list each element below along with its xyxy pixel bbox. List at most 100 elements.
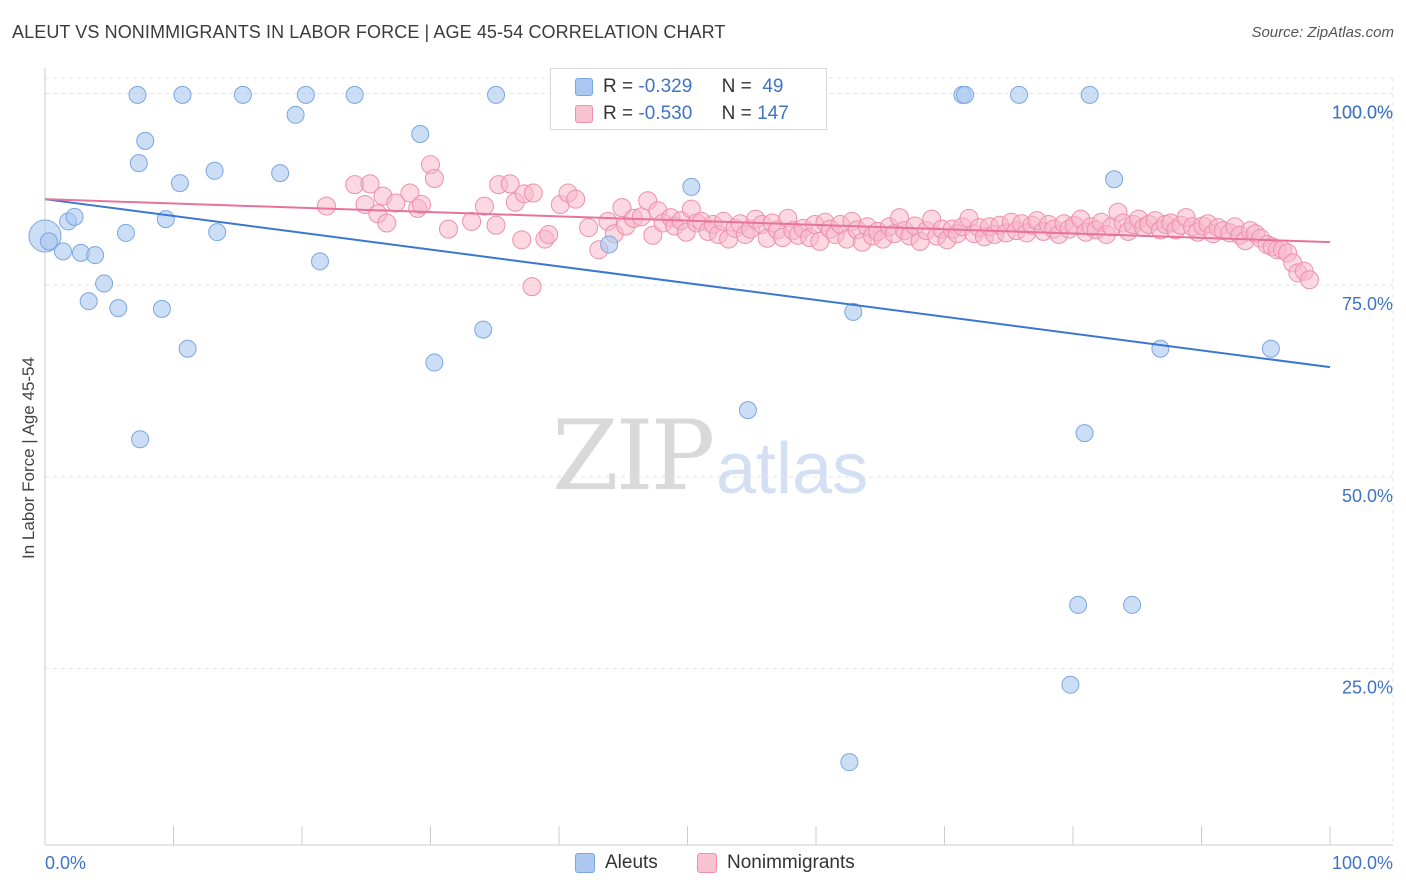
nonimmigrants-point (486, 215, 506, 235)
nonimmigrants-point (539, 224, 559, 244)
aleuts-point (1069, 595, 1088, 614)
aleuts-point (205, 161, 224, 180)
aleuts-point (682, 177, 701, 196)
nonimmigrants-trend-line (44, 198, 1331, 244)
aleuts-point (152, 299, 171, 318)
x-tick-label: 100.0% (1332, 853, 1393, 873)
chart-title: ALEUT VS NONIMMIGRANTS IN LABOR FORCE | … (12, 22, 726, 42)
y-tick-label: 75.0% (1342, 294, 1393, 314)
aleuts-point (79, 292, 98, 311)
aleuts-point (1261, 339, 1280, 358)
legend-n-value: 49 (762, 76, 784, 97)
aleuts-trend-line (44, 198, 1331, 369)
legend-label-nonimmigrants: Nonimmigrants (727, 852, 855, 873)
nonimmigrants-point (500, 174, 520, 194)
aleuts-legend-swatch (575, 853, 595, 873)
gridlines (45, 77, 1394, 845)
nonimmigrants-point (438, 219, 458, 239)
aleuts-point (474, 320, 493, 339)
aleuts-point (39, 232, 58, 251)
aleuts-point (95, 274, 114, 293)
watermark-zip: ZIP (552, 400, 715, 512)
aleuts-point (1123, 595, 1142, 614)
nonimmigrants-point (579, 218, 599, 238)
aleuts-point (1075, 424, 1094, 443)
aleuts-point (131, 430, 150, 449)
y-axis-title: In Labor Force | Age 45-54 (19, 357, 38, 559)
legend-r-label: R = (603, 103, 634, 124)
legend-item-nonimmigrants[interactable]: Nonimmigrants (697, 852, 855, 874)
nonimmigrants-swatch (575, 105, 593, 123)
aleuts-point (86, 246, 105, 265)
aleuts-point (170, 174, 189, 193)
nonimmigrants-point (400, 183, 420, 203)
aleuts-point (345, 85, 364, 104)
aleuts-point (156, 210, 175, 229)
series-legend: Aleuts Nonimmigrants (0, 852, 1406, 878)
legend-item-aleuts[interactable]: Aleuts (575, 852, 658, 874)
aleuts-point (425, 353, 444, 372)
y-tick-label: 100.0% (1332, 102, 1393, 122)
aleuts-point (1080, 85, 1099, 104)
aleuts-point (116, 223, 135, 242)
legend-r-value: -0.530 (638, 103, 693, 124)
legend-r-value: -0.329 (638, 76, 693, 97)
aleuts-point (233, 85, 252, 104)
legend-row-aleuts: R = -0.329 N = 49 (575, 75, 783, 99)
aleuts-point (128, 85, 147, 104)
nonimmigrants-legend-swatch (697, 853, 717, 873)
aleuts-points (28, 85, 1280, 772)
aleuts-point (271, 164, 290, 183)
aleuts-point (129, 154, 148, 173)
aleuts-point (310, 252, 329, 271)
correlation-legend: R = -0.329 N = 49 R = -0.530 N = 147 (550, 68, 827, 130)
nonimmigrants-point (462, 211, 482, 231)
nonimmigrants-point (631, 207, 651, 227)
y-tick-label: 50.0% (1342, 486, 1393, 506)
watermark-atlas: atlas (716, 429, 869, 509)
aleuts-point (173, 85, 192, 104)
aleuts-point (1010, 85, 1029, 104)
legend-n-label: N = (721, 76, 752, 97)
aleuts-point (956, 85, 975, 104)
aleuts-swatch (575, 78, 593, 96)
nonimmigrants-point (424, 168, 444, 188)
y-tick-label: 25.0% (1342, 678, 1393, 698)
trend-lines (44, 198, 1331, 369)
axis-labels: 25.0%50.0%75.0%100.0%100.0%0.0% 100.0%In … (19, 102, 1393, 873)
nonimmigrants-point (386, 193, 406, 213)
aleuts-point (1151, 339, 1170, 358)
aleuts-point (53, 242, 72, 261)
aleuts-point (840, 753, 859, 772)
axes (44, 68, 1393, 846)
aleuts-point (136, 131, 155, 150)
aleuts-point (600, 235, 619, 254)
chart-source: Source: ZipAtlas.com (1251, 24, 1394, 41)
nonimmigrants-point (360, 174, 380, 194)
aleuts-point (411, 124, 430, 143)
aleuts-point (296, 85, 315, 104)
legend-label-aleuts: Aleuts (605, 852, 658, 873)
aleuts-point (286, 105, 305, 124)
aleuts-point (1105, 170, 1124, 189)
legend-row-nonimmigrants: R = -0.530 N = 147 (575, 102, 789, 126)
aleuts-point (65, 207, 84, 226)
nonimmigrants-point (377, 213, 397, 233)
aleuts-point (487, 85, 506, 104)
aleuts-point (208, 223, 227, 242)
y-tick-label: 100.0% (1332, 102, 1393, 122)
aleuts-point (109, 299, 128, 318)
nonimmigrants-point (643, 225, 663, 245)
legend-r-label: R = (603, 76, 634, 97)
nonimmigrants-point (523, 183, 543, 203)
aleuts-point (738, 401, 757, 420)
nonimmigrants-point (522, 277, 542, 297)
nonimmigrants-point (316, 196, 336, 216)
nonimmigrants-point (1299, 270, 1319, 290)
nonimmigrants-points (316, 155, 1319, 297)
legend-n-label: N = (721, 103, 752, 124)
x-tick-label: 0.0% (45, 853, 86, 873)
legend-n-value: 147 (757, 103, 789, 124)
nonimmigrants-point (512, 230, 532, 250)
